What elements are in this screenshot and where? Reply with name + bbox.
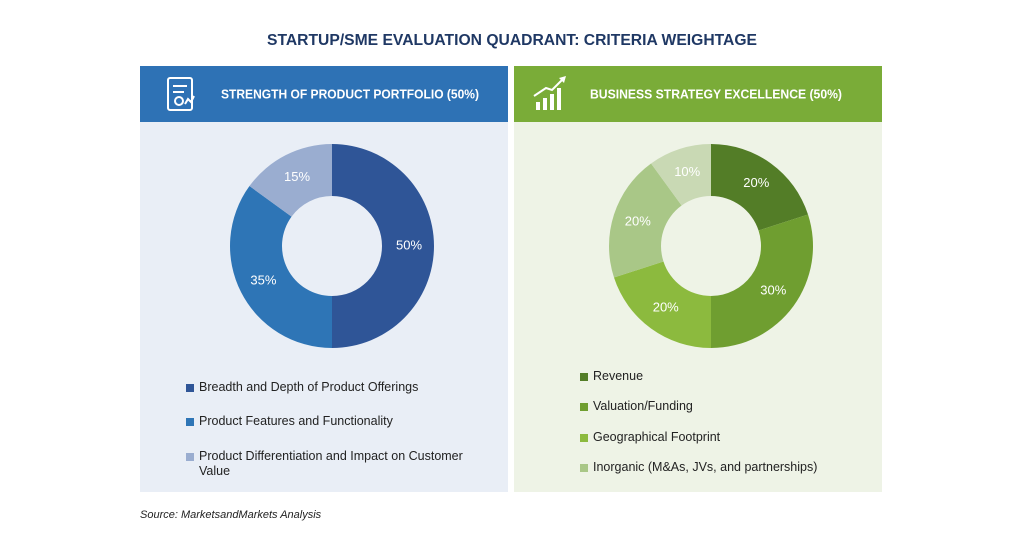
right-header bbox=[514, 66, 882, 122]
page-title: STARTUP/SME EVALUATION QUADRANT: CRITERI… bbox=[267, 32, 757, 49]
legend-swatch bbox=[186, 384, 194, 392]
donut-slice bbox=[711, 144, 809, 231]
legend-item: Geographical Footprint bbox=[580, 430, 870, 445]
donut-slice bbox=[332, 144, 434, 348]
legend-swatch bbox=[580, 373, 588, 381]
value-label: 10% bbox=[674, 164, 700, 179]
donut-slice bbox=[230, 186, 332, 348]
value-label: 35% bbox=[250, 272, 276, 287]
value-label: 20% bbox=[653, 300, 679, 315]
value-label: 30% bbox=[760, 283, 786, 298]
portfolio-icon bbox=[167, 77, 195, 111]
legend-swatch bbox=[580, 464, 588, 472]
donut-slice bbox=[249, 144, 332, 217]
panel-title: BUSINESS STRATEGY EXCELLENCE (50%) bbox=[590, 86, 842, 101]
legend-label: Valuation/Funding bbox=[593, 399, 693, 413]
legend-label: Geographical Footprint bbox=[593, 430, 721, 444]
legend-swatch bbox=[580, 434, 588, 442]
legend-label: Product Differentiation and Impact on Cu… bbox=[199, 449, 463, 478]
source: Source: MarketsandMarkets Analysis bbox=[140, 509, 322, 521]
donut-slice bbox=[609, 163, 682, 278]
legend-item: Product Differentiation and Impact on Cu… bbox=[186, 449, 486, 479]
value-label: 20% bbox=[743, 175, 769, 190]
strategy-icon bbox=[533, 76, 566, 110]
left-header bbox=[140, 66, 508, 122]
legend-item: Valuation/Funding bbox=[580, 399, 870, 414]
legend-label: Breadth and Depth of Product Offerings bbox=[199, 380, 419, 394]
legend-item: Product Features and Functionality bbox=[186, 414, 486, 429]
donut-slice bbox=[710, 214, 813, 348]
legend-swatch bbox=[186, 418, 194, 426]
legend-swatch bbox=[186, 453, 194, 461]
value-label: 15% bbox=[284, 169, 310, 184]
value-label: 20% bbox=[625, 214, 651, 229]
legend-label: Revenue bbox=[593, 369, 644, 383]
legend-label: Inorganic (M&As, JVs, and partnerships) bbox=[593, 460, 818, 474]
panel-title: STRENGTH OF PRODUCT PORTFOLIO (50%) bbox=[221, 86, 479, 101]
legend-item: Inorganic (M&As, JVs, and partnerships) bbox=[580, 460, 870, 475]
donut-slice bbox=[613, 261, 711, 348]
legend-swatch bbox=[580, 403, 588, 411]
legend-item: Revenue bbox=[580, 369, 870, 384]
right-panel bbox=[514, 66, 882, 492]
legend-item: Breadth and Depth of Product Offerings bbox=[186, 380, 486, 395]
left-panel bbox=[140, 66, 508, 492]
value-label: 50% bbox=[396, 237, 422, 252]
donut-slice bbox=[651, 144, 711, 206]
legend-label: Product Features and Functionality bbox=[199, 414, 393, 428]
